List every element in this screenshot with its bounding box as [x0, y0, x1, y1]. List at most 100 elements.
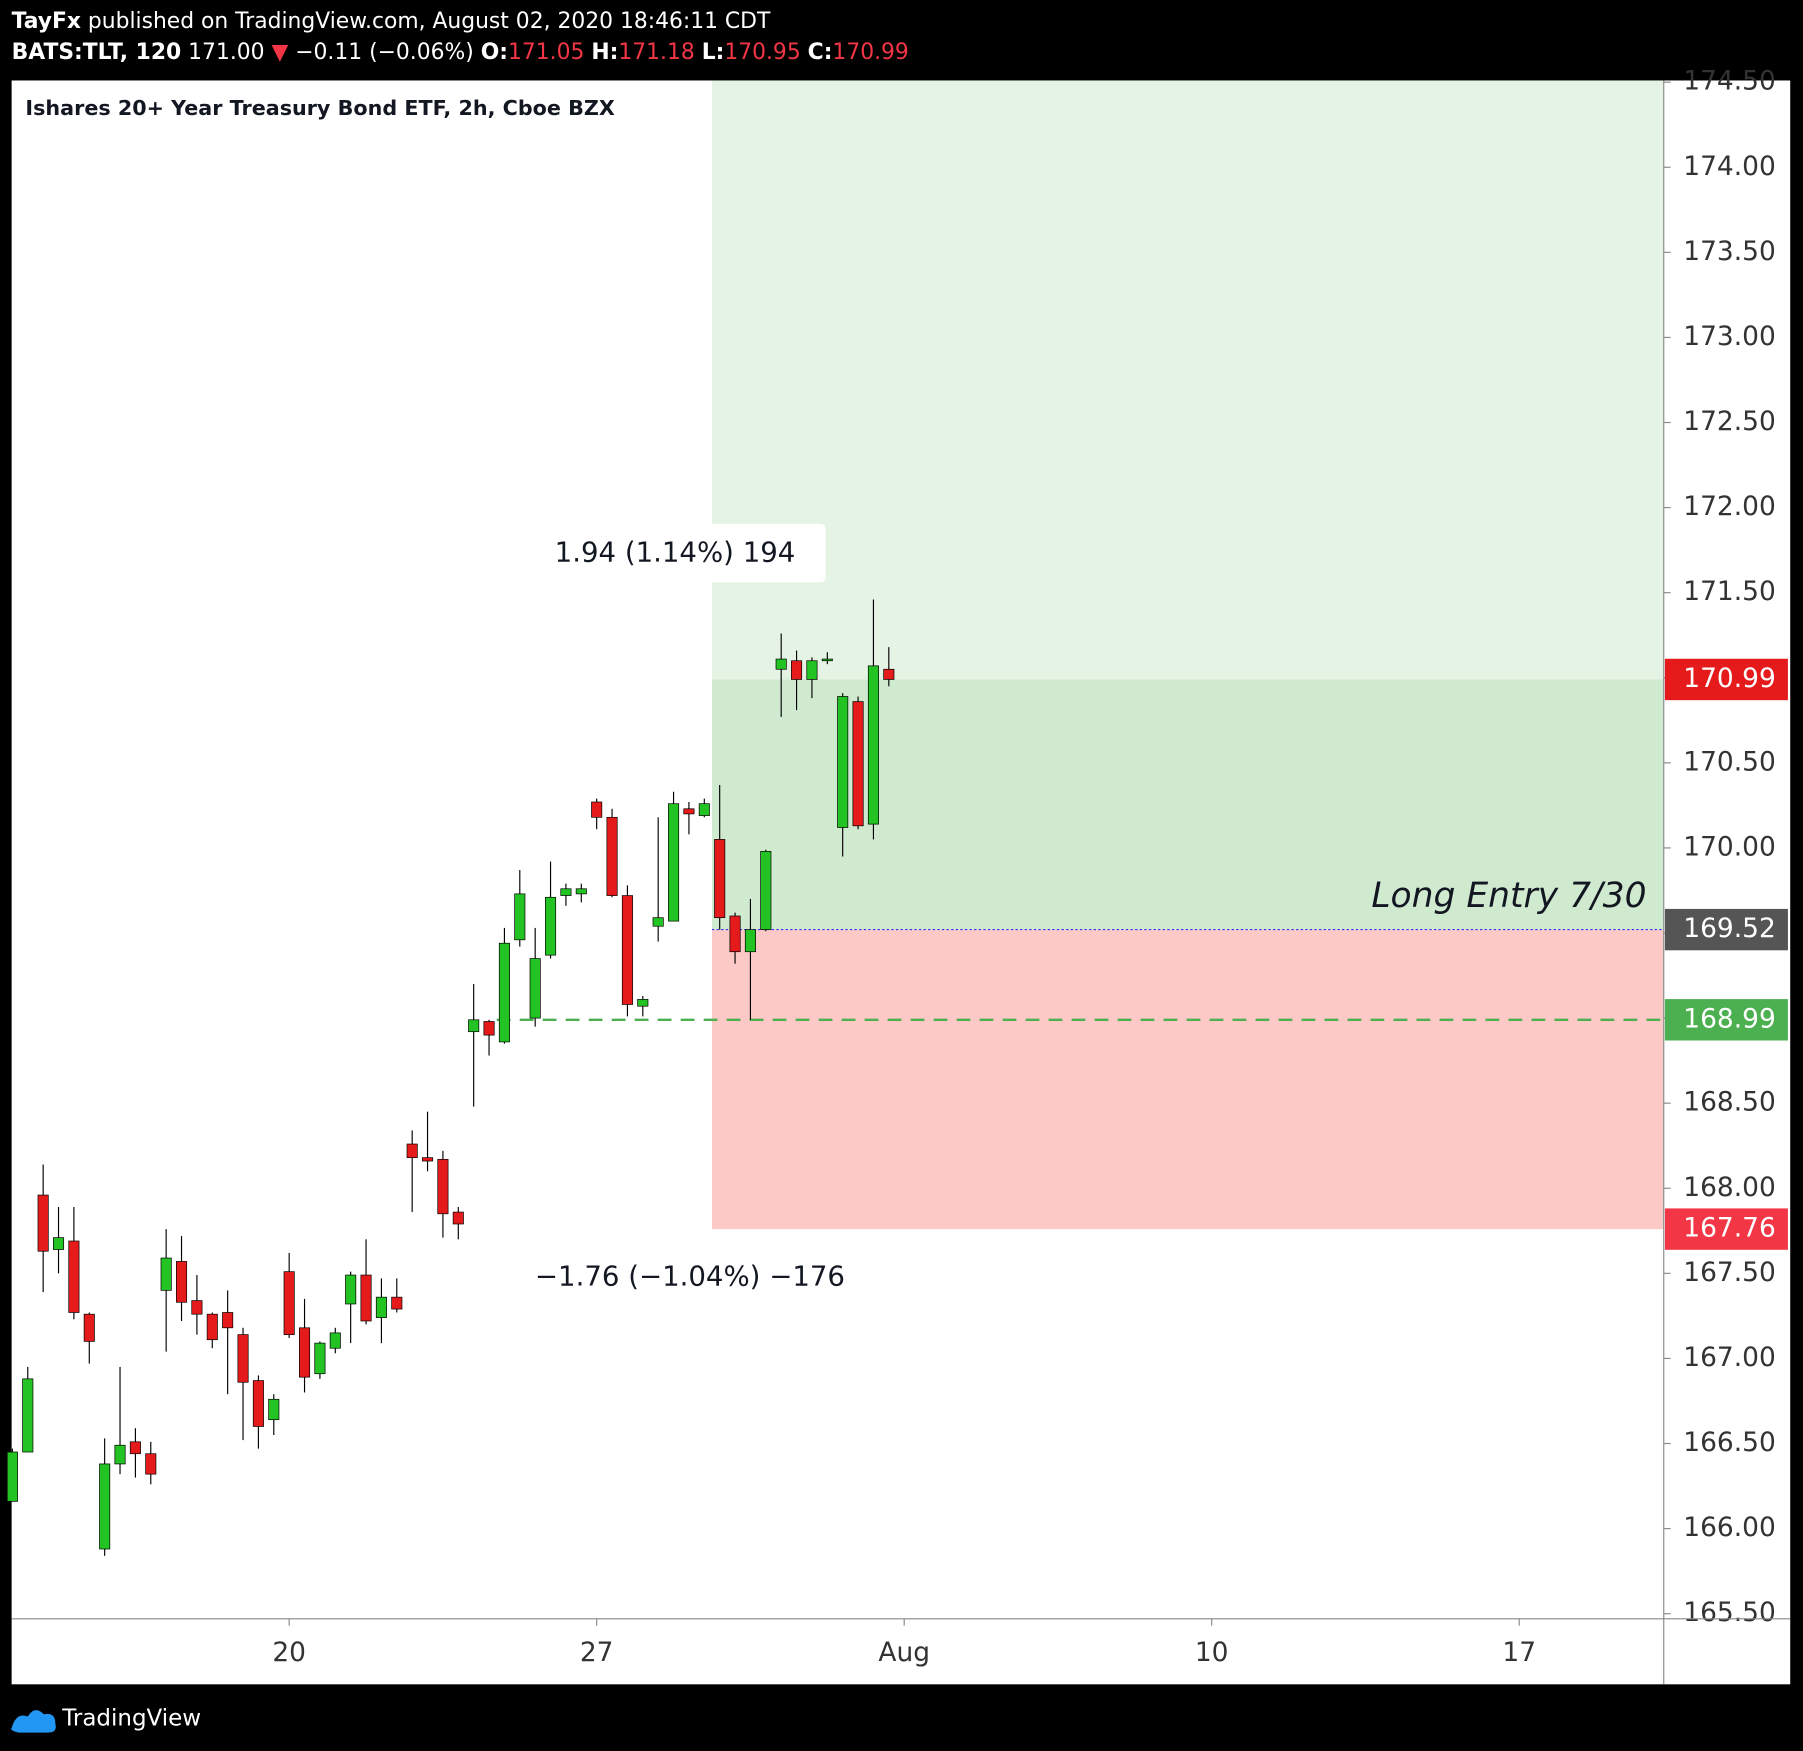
candle-body	[406, 1143, 418, 1158]
y-tick-label: 165.50	[1683, 1597, 1776, 1628]
candle-body	[252, 1380, 264, 1427]
x-tick-label: 20	[272, 1637, 306, 1668]
profit-label: 1.94 (1.14%) 194	[555, 536, 796, 569]
candle-body	[591, 801, 603, 818]
candle-body	[360, 1274, 372, 1322]
price-badge-label: 169.52	[1683, 913, 1776, 944]
candle-body	[299, 1327, 311, 1378]
price-badge-label: 167.76	[1683, 1213, 1776, 1244]
price-badge-label: 170.99	[1683, 663, 1776, 694]
candle-body	[714, 839, 726, 919]
profit-label-box	[525, 523, 826, 583]
arrow: ▼	[272, 40, 289, 65]
candle-body	[437, 1158, 449, 1215]
y-tick-label: 172.00	[1683, 491, 1776, 522]
candle-body	[345, 1274, 357, 1305]
candle-body	[729, 915, 741, 953]
high-value: 171.18	[618, 40, 694, 65]
candle-body	[791, 660, 803, 680]
candle-body	[837, 696, 849, 828]
price-badge	[1664, 658, 1788, 701]
candle-body	[668, 803, 680, 922]
candle-body	[621, 895, 633, 1005]
candle-body	[83, 1313, 95, 1342]
candle-body	[191, 1300, 203, 1315]
logo-icon	[11, 1710, 56, 1733]
change: −0.11 (−0.06%)	[295, 40, 473, 65]
candle-body	[483, 1021, 495, 1036]
candle-body	[6, 1451, 18, 1502]
candle-body	[53, 1237, 65, 1250]
open-label: O:	[481, 40, 508, 65]
candle-body	[129, 1441, 141, 1455]
close-value: 170.99	[832, 40, 908, 65]
x-tick-label: Aug	[878, 1637, 930, 1668]
open-value: 171.05	[508, 40, 584, 65]
y-tick-label: 174.50	[1683, 66, 1776, 97]
y-tick-label: 173.00	[1683, 321, 1776, 352]
candle-body	[422, 1157, 434, 1162]
high-label: H:	[591, 40, 618, 65]
published-text: published on TradingView.com, August 02,…	[88, 9, 771, 34]
x-tick-label: 10	[1195, 1637, 1229, 1668]
close-label: C:	[808, 40, 833, 65]
candle-body	[114, 1444, 126, 1465]
price-badge-label: 168.99	[1683, 1003, 1776, 1034]
loss-label: −1.76 (−1.04%) −176	[535, 1259, 845, 1292]
y-tick-label: 173.50	[1683, 236, 1776, 267]
candle-body	[99, 1463, 111, 1550]
candle-body	[883, 668, 895, 680]
candle-body	[37, 1194, 49, 1252]
candle-body	[329, 1332, 341, 1349]
publisher: TayFx	[12, 9, 81, 34]
candle-body	[545, 896, 557, 956]
candle-body	[176, 1261, 188, 1303]
candle-body	[498, 942, 510, 1043]
y-tick-label: 167.00	[1683, 1342, 1776, 1373]
candle-body	[775, 658, 787, 670]
candle-body	[698, 803, 710, 816]
chart-title: Ishares 20+ Year Treasury Bond ETF, 2h, …	[25, 96, 614, 120]
x-tick-label: 27	[580, 1637, 614, 1668]
y-tick-label: 166.00	[1683, 1512, 1776, 1543]
header-line: TayFx published on TradingView.com, Augu…	[12, 9, 771, 34]
candle-body	[652, 917, 664, 927]
candle-body	[160, 1257, 172, 1291]
candle-body	[821, 658, 833, 662]
candle-body	[468, 1019, 480, 1033]
y-tick-label: 167.50	[1683, 1257, 1776, 1288]
loss-zone	[711, 929, 1664, 1230]
candle-body	[268, 1398, 280, 1421]
candle-body	[637, 999, 649, 1007]
y-tick-label: 171.50	[1683, 576, 1776, 607]
candle-body	[206, 1313, 218, 1341]
x-tick-label: 17	[1502, 1637, 1536, 1668]
candle-body	[606, 816, 618, 896]
price-badge	[1664, 1208, 1788, 1250]
candle-body	[452, 1211, 464, 1225]
candle-body	[852, 701, 864, 827]
candle-body	[283, 1271, 295, 1335]
candle-body	[375, 1296, 387, 1318]
price-badge	[1664, 999, 1788, 1041]
candle-body	[237, 1334, 249, 1383]
candle-body	[744, 929, 756, 953]
candle-body	[68, 1240, 80, 1313]
candle-body	[683, 808, 695, 815]
y-tick-label: 170.00	[1683, 831, 1776, 862]
last: 171.00	[188, 40, 264, 65]
price-badge	[1664, 908, 1788, 951]
candle-body	[145, 1453, 157, 1475]
candle-body	[575, 888, 587, 895]
candle-body	[222, 1312, 234, 1329]
quote-line: BATS:TLT, 120 171.00 ▼ −0.11 (−0.06%) O:…	[12, 40, 909, 65]
candle-body	[314, 1342, 326, 1375]
candle-body	[560, 888, 572, 896]
candle-body	[867, 665, 879, 825]
candle-body	[529, 958, 541, 1019]
low-label: L:	[702, 40, 725, 65]
footer-brand: TradingView	[61, 1705, 201, 1731]
y-tick-label: 174.00	[1683, 151, 1776, 182]
